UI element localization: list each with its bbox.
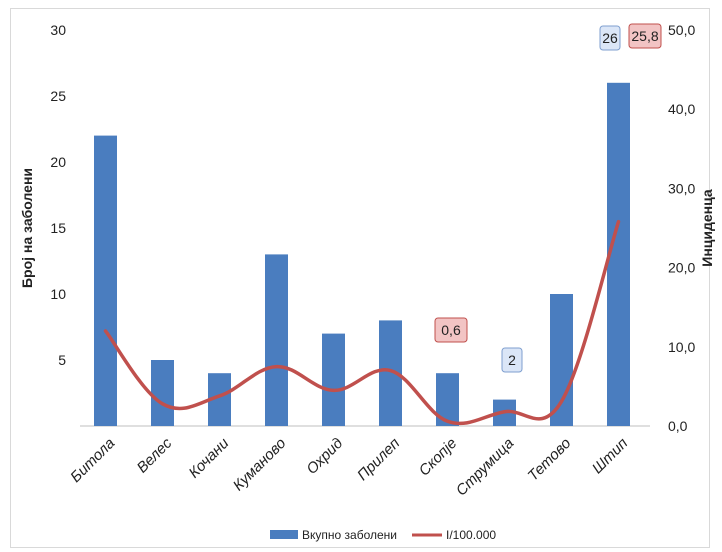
data-label-box — [501, 347, 523, 373]
y2-tick-label: 10,0 — [668, 339, 695, 355]
y2-axis-title: Инциденца — [699, 189, 715, 267]
bar — [607, 82, 630, 427]
data-label-text: 2 — [508, 352, 516, 368]
data-label: 0,6 — [434, 317, 468, 343]
legend-swatch — [270, 530, 298, 539]
category-label: Кочани — [186, 434, 233, 481]
line-point — [332, 388, 335, 392]
line-point — [617, 220, 620, 224]
bar — [550, 294, 573, 426]
bar — [151, 360, 174, 426]
line-layer — [103, 219, 621, 426]
category-label: Битола — [67, 435, 118, 486]
line-point — [104, 329, 107, 333]
series-line — [103, 219, 621, 426]
line-point — [389, 369, 392, 373]
category-label: Струмица — [453, 435, 518, 500]
y-tick-label: 5 — [58, 352, 66, 368]
category-label: Велес — [134, 434, 176, 476]
legend-label: I/100.000 — [446, 528, 496, 542]
data-label-box — [434, 317, 468, 343]
y2-tick-label: 30,0 — [668, 180, 695, 196]
y-tick-label: 30 — [50, 22, 66, 38]
y-tick-label: 20 — [50, 154, 66, 170]
line-point — [446, 419, 449, 423]
line-point — [560, 399, 563, 403]
data-label: 2 — [501, 347, 523, 373]
data-label-text: 25,8 — [631, 28, 658, 44]
bar — [94, 135, 117, 426]
bar — [265, 254, 288, 426]
data-label: 26 — [599, 25, 621, 51]
y-axis-title: Број на заболени — [19, 168, 35, 288]
bars-layer — [94, 82, 630, 427]
y-tick-label: 15 — [50, 220, 66, 236]
data-label-box — [599, 25, 621, 51]
category-label: Скопје — [416, 435, 461, 480]
legend-label: Вкупно заболени — [302, 528, 397, 542]
category-label: Тетово — [525, 435, 575, 485]
chart-frame — [10, 8, 710, 548]
data-label-text: 0,6 — [441, 322, 461, 338]
category-label: Штип — [589, 435, 631, 477]
line-point — [275, 365, 278, 369]
bar — [436, 373, 459, 426]
line-point — [503, 410, 506, 414]
y-tick-label: 25 — [50, 88, 66, 104]
labels-layer: 26 25,8 0,6 2 — [434, 23, 662, 373]
bar — [379, 320, 402, 426]
legend-item-line: I/100.000 — [412, 528, 496, 542]
y2-tick-label: 50,0 — [668, 22, 695, 38]
category-label: Охрид — [303, 435, 346, 478]
data-label-box — [628, 23, 662, 49]
data-label-text: 26 — [602, 30, 618, 46]
y2-tick-label: 40,0 — [668, 101, 695, 117]
category-label: Куманово — [230, 435, 290, 495]
bar — [322, 333, 345, 426]
data-label: 25,8 — [628, 23, 662, 49]
y-tick-label: 10 — [50, 286, 66, 302]
line-point — [218, 394, 221, 398]
line-point — [161, 402, 164, 406]
y2-tick-label: 20,0 — [668, 260, 695, 276]
category-label: Прилеп — [354, 435, 403, 484]
legend-item-bars: Вкупно заболени — [270, 528, 397, 542]
bar — [208, 373, 231, 426]
y2-tick-label: 0,0 — [668, 418, 688, 434]
legend: Вкупно заболени I/100.000 — [270, 528, 496, 542]
